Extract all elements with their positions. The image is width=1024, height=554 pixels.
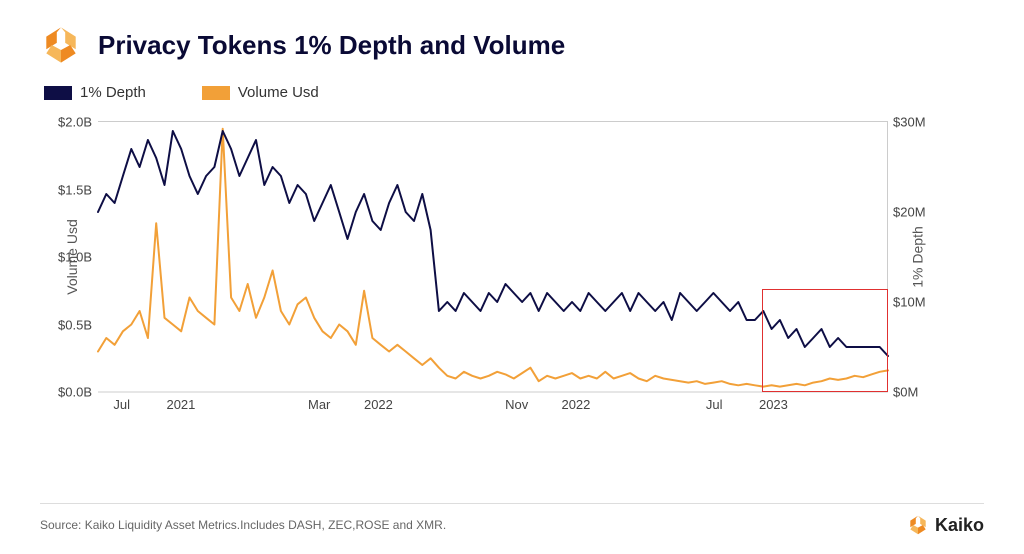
legend-swatch-icon bbox=[44, 86, 72, 100]
page-title: Privacy Tokens 1% Depth and Volume bbox=[98, 30, 565, 61]
y-axis-right-label: 1% Depth bbox=[909, 226, 925, 287]
legend: 1% Depth Volume Usd bbox=[0, 74, 1024, 111]
x-tick: Jul bbox=[706, 391, 723, 412]
chart-svg bbox=[98, 122, 888, 392]
footer: Source: Kaiko Liquidity Asset Metrics.In… bbox=[40, 503, 984, 536]
legend-item-volume: Volume Usd bbox=[202, 84, 319, 101]
x-tick: Jul bbox=[113, 391, 130, 412]
x-tick: 2022 bbox=[364, 391, 393, 412]
y-left-tick: $1.5B bbox=[58, 182, 98, 197]
y-left-tick: $0.0B bbox=[58, 385, 98, 400]
plot-region: Volume Usd 1% Depth $0.0B$0.5B$1.0B$1.5B… bbox=[98, 121, 888, 391]
brand-logo-icon bbox=[907, 514, 929, 536]
x-tick: Nov bbox=[505, 391, 528, 412]
legend-label: Volume Usd bbox=[238, 84, 319, 101]
x-tick: 2021 bbox=[166, 391, 195, 412]
source-text: Source: Kaiko Liquidity Asset Metrics.In… bbox=[40, 518, 446, 532]
y-right-tick: $30M bbox=[887, 115, 926, 130]
x-tick: 2023 bbox=[759, 391, 788, 412]
brand-logo-icon bbox=[40, 24, 82, 66]
y-right-tick: $20M bbox=[887, 205, 926, 220]
legend-item-depth: 1% Depth bbox=[44, 84, 146, 101]
legend-swatch-icon bbox=[202, 86, 230, 100]
chart: Volume Usd 1% Depth $0.0B$0.5B$1.0B$1.5B… bbox=[40, 121, 984, 441]
footer-brand-label: Kaiko bbox=[935, 515, 984, 536]
y-right-tick: $0M bbox=[887, 385, 918, 400]
y-right-tick: $10M bbox=[887, 295, 926, 310]
y-left-tick: $1.0B bbox=[58, 250, 98, 265]
header: Privacy Tokens 1% Depth and Volume bbox=[0, 0, 1024, 74]
legend-label: 1% Depth bbox=[80, 84, 146, 101]
footer-brand: Kaiko bbox=[907, 514, 984, 536]
x-tick: 2022 bbox=[561, 391, 590, 412]
y-left-tick: $2.0B bbox=[58, 115, 98, 130]
x-tick: Mar bbox=[308, 391, 330, 412]
y-left-tick: $0.5B bbox=[58, 317, 98, 332]
